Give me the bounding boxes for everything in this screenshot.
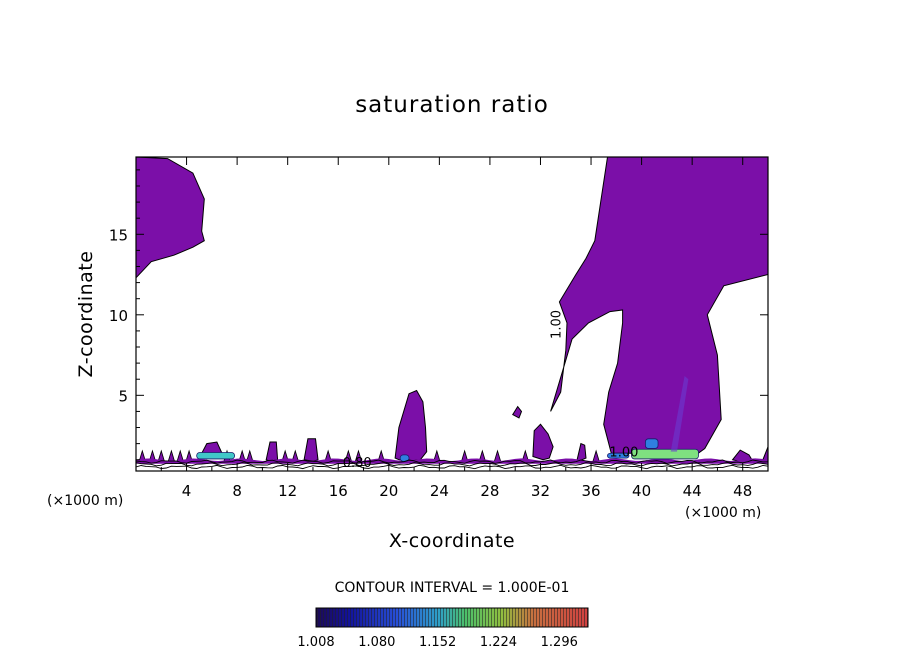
y-tick-label: 15 bbox=[109, 226, 128, 244]
colorbar-tick-label: 1.008 bbox=[297, 635, 334, 650]
x-tick-label: 16 bbox=[329, 482, 348, 500]
hot-spot-2 bbox=[631, 448, 699, 460]
x-tick-label: 48 bbox=[733, 482, 752, 500]
x-tick-label: 28 bbox=[480, 482, 499, 500]
x-tick-label: 36 bbox=[581, 482, 600, 500]
x-tick-label: 24 bbox=[430, 482, 449, 500]
chart-title: saturation ratio bbox=[355, 92, 549, 118]
ground-spike-21 bbox=[592, 449, 600, 462]
saturation-region-9 bbox=[303, 438, 319, 462]
saturation-region-3 bbox=[394, 389, 428, 462]
colorbar bbox=[315, 607, 589, 628]
ground-spike-4 bbox=[167, 449, 176, 462]
ground-spike-19 bbox=[493, 449, 502, 462]
faint-streak bbox=[670, 375, 689, 452]
contour-line-3 bbox=[136, 459, 768, 464]
plot-regions bbox=[136, 157, 768, 464]
x-axis-title: X-coordinate bbox=[389, 530, 515, 552]
hot-spot-1 bbox=[196, 452, 235, 460]
saturation-region-10 bbox=[576, 442, 587, 462]
saturation-region-6 bbox=[762, 446, 768, 462]
saturation-region-7 bbox=[511, 405, 523, 419]
contour-interval-label: CONTOUR INTERVAL = 1.000E-01 bbox=[335, 580, 570, 596]
y-tick-label: 10 bbox=[109, 307, 128, 325]
colorbar-ticks: 1.008 1.080 1.152 1.224 1.296 bbox=[297, 635, 577, 650]
x-tick-label: 40 bbox=[632, 482, 651, 500]
contour-lines: 1.00 1.00 0.80 bbox=[136, 310, 768, 471]
colorbar-tick-label: 1.224 bbox=[480, 635, 517, 650]
colorbar-tick-label: 1.080 bbox=[358, 635, 395, 650]
x-unit-label-right: (×1000 m) bbox=[685, 505, 761, 521]
colorbar-tick-label: 1.152 bbox=[419, 635, 456, 650]
contour-label-1: 1.00 bbox=[550, 310, 565, 339]
contour-line-1 bbox=[136, 464, 768, 470]
contour-line-2 bbox=[136, 462, 768, 467]
x-axis-ticks: 4 8 12 16 20 24 28 32 36 40 44 48 bbox=[160, 157, 752, 500]
x-tick-label: 20 bbox=[379, 482, 398, 500]
x-tick-label: 12 bbox=[278, 482, 297, 500]
colorbar-frame bbox=[315, 607, 589, 628]
x-tick-label: 32 bbox=[531, 482, 550, 500]
saturation-region-8 bbox=[265, 441, 279, 462]
x-unit-label-left: (×1000 m) bbox=[47, 493, 123, 509]
saturation-region-1 bbox=[136, 157, 205, 279]
plot-frame bbox=[135, 156, 769, 472]
saturation-region-2 bbox=[550, 157, 768, 458]
y-tick-label: 5 bbox=[118, 387, 128, 405]
x-tick-label: 4 bbox=[182, 482, 192, 500]
hot-spot-3 bbox=[644, 438, 659, 449]
contour-label-3: 0.80 bbox=[343, 456, 372, 471]
x-tick-label: 44 bbox=[683, 482, 702, 500]
y-axis-ticks: 5 10 15 bbox=[109, 169, 768, 461]
hot-spot-5 bbox=[607, 452, 630, 459]
colorbar-stripes bbox=[316, 608, 588, 627]
y-axis-title: Z-coordinate bbox=[75, 251, 97, 378]
colorbar-tick-label: 1.296 bbox=[541, 635, 578, 650]
x-tick-label: 8 bbox=[232, 482, 242, 500]
contour-label-2: 1.00 bbox=[609, 446, 638, 461]
saturation-region-4 bbox=[532, 423, 554, 461]
